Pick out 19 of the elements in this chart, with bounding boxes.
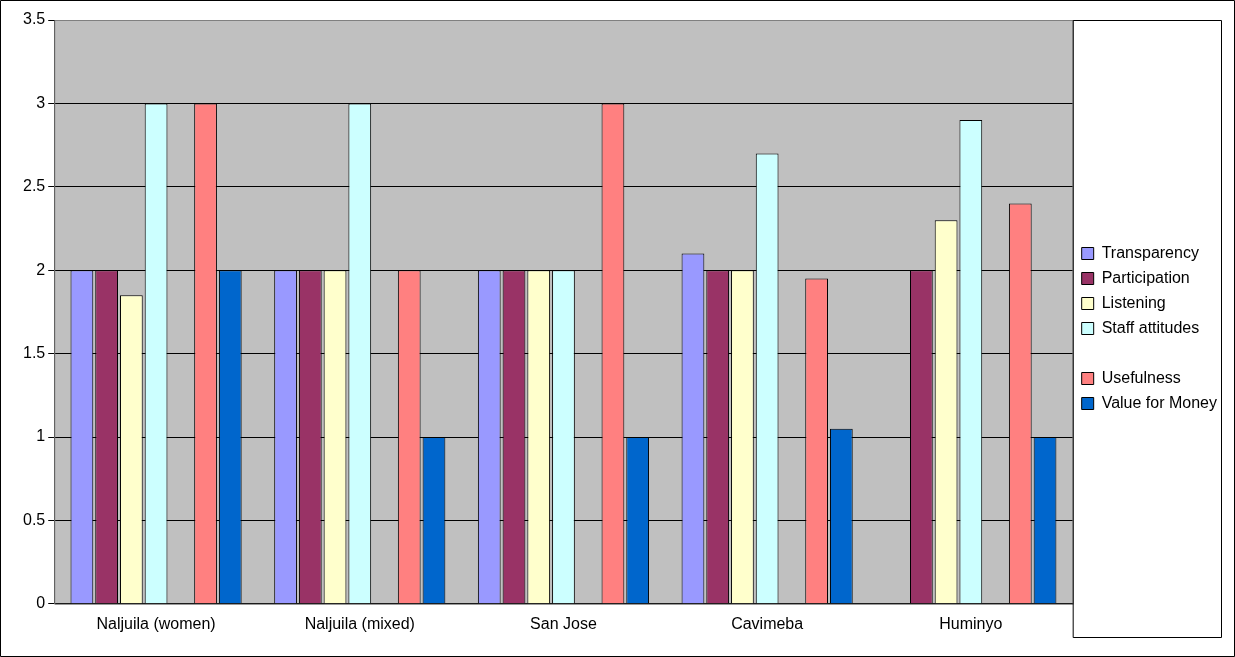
y-tick-label: 2.5	[22, 177, 46, 195]
y-tick-label: 2	[36, 260, 46, 278]
x-tick-label: Naljuila (mixed)	[304, 614, 415, 632]
y-tick-label: 1	[36, 427, 46, 445]
legend-label: Listening	[1101, 293, 1166, 311]
x-tick-label: Huminyo	[939, 614, 1003, 632]
y-tick-label: 3	[36, 93, 46, 111]
legend-label: Transparency	[1101, 243, 1199, 261]
y-tick-label: 3.5	[22, 10, 46, 28]
legend-label: Value for Money	[1101, 393, 1218, 411]
legend-label: Staff attitudes	[1101, 318, 1200, 336]
legend-label: Usefulness	[1101, 368, 1181, 386]
legend-label: Participation	[1101, 268, 1190, 286]
x-tick-label: Naljuila (women)	[96, 614, 216, 632]
y-tick-label: 0	[36, 594, 46, 612]
x-tick-label: San Jose	[530, 614, 597, 632]
y-tick-label: 0.5	[22, 510, 46, 528]
x-tick-label: Cavimeba	[731, 614, 804, 632]
y-tick-label: 1.5	[22, 344, 46, 362]
